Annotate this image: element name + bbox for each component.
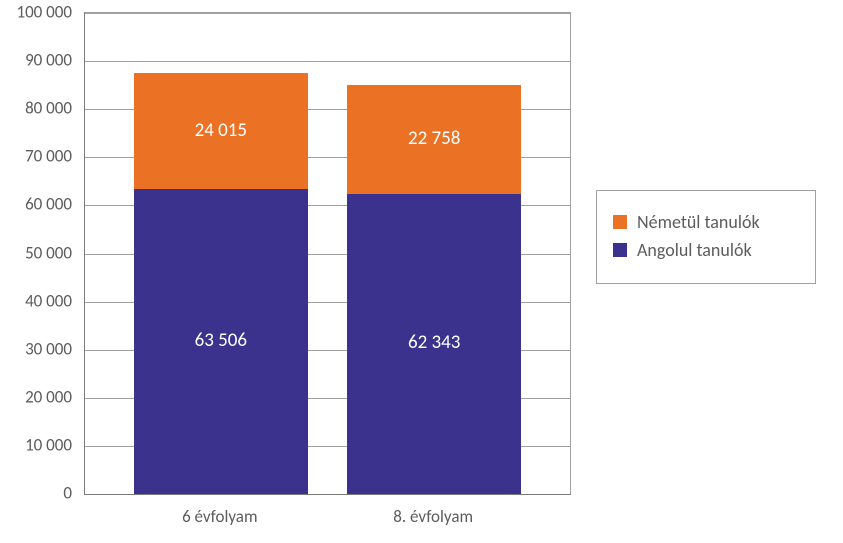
ytick-label: 50 000 (0, 242, 72, 263)
ytick-label: 20 000 (0, 386, 72, 407)
ytick-label: 30 000 (0, 338, 72, 359)
legend-label: Németül tanulók (637, 211, 760, 233)
plot-area: 63 506 24 015 62 343 22 758 (84, 12, 571, 495)
legend-item-angol: Angolul tanulók (613, 239, 799, 261)
x-axis-labels: 6 évfolyam 8. évfolyam (84, 500, 571, 530)
chart-root: 100 000 90 000 80 000 70 000 60 000 50 0… (0, 0, 843, 543)
legend-item-nemet: Németül tanulók (613, 211, 799, 233)
ytick-label: 60 000 (0, 194, 72, 215)
ytick-label: 70 000 (0, 146, 72, 167)
xtick-label: 6 évfolyam (182, 506, 257, 527)
ytick-label: 40 000 (0, 290, 72, 311)
bars-layer: 63 506 24 015 62 343 22 758 (85, 13, 570, 494)
bar-value-nemet: 22 758 (347, 127, 522, 150)
legend-label: Angolul tanulók (637, 239, 752, 261)
ytick-label: 90 000 (0, 50, 72, 71)
legend: Németül tanulók Angolul tanulók (596, 190, 816, 284)
bar-value-nemet: 24 015 (134, 119, 309, 142)
bar-value-angol: 62 343 (347, 331, 522, 354)
ytick-label: 10 000 (0, 434, 72, 455)
ytick-label: 80 000 (0, 98, 72, 119)
xtick-label: 8. évfolyam (393, 506, 473, 527)
legend-swatch-nemet (613, 215, 627, 229)
ytick-label: 0 (0, 483, 72, 504)
y-axis-labels: 100 000 90 000 80 000 70 000 60 000 50 0… (0, 0, 80, 500)
ytick-label: 100 000 (0, 2, 72, 23)
legend-swatch-angol (613, 243, 627, 257)
bar-value-angol: 63 506 (134, 329, 309, 352)
